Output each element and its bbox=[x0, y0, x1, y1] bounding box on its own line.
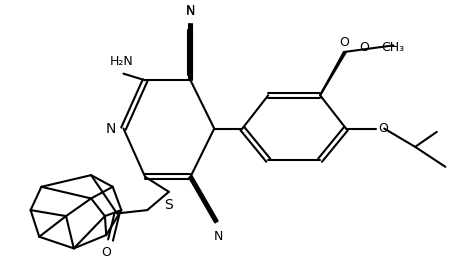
Text: O: O bbox=[378, 122, 388, 135]
Text: O: O bbox=[101, 246, 111, 259]
Text: S: S bbox=[165, 198, 173, 212]
Text: N: N bbox=[105, 122, 116, 136]
Text: N: N bbox=[214, 230, 223, 243]
Text: N: N bbox=[186, 4, 195, 17]
Text: H₂N: H₂N bbox=[109, 55, 133, 68]
Text: O: O bbox=[339, 36, 349, 49]
Text: N: N bbox=[186, 5, 195, 18]
Text: O: O bbox=[359, 41, 369, 53]
Text: CH₃: CH₃ bbox=[381, 41, 404, 53]
